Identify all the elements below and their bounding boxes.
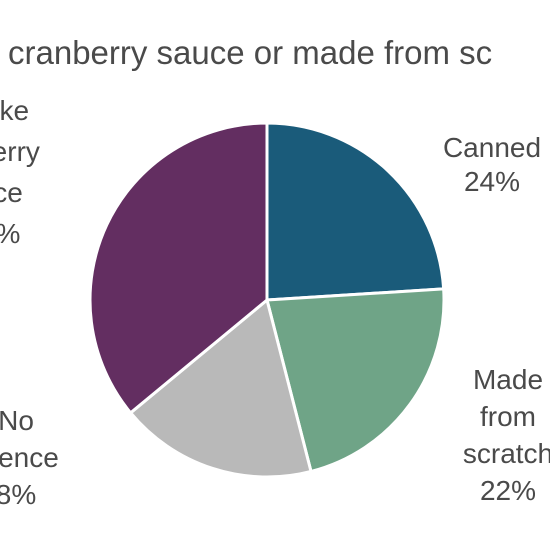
slice-label-line: erence <box>0 442 59 473</box>
slice-label-made-from-scratch: Made from scratch 22% <box>463 364 550 506</box>
slice-label-no-preference: No erence 8% <box>0 405 59 510</box>
slice-label-line: like <box>0 95 29 126</box>
slice-label-line: 8% <box>0 479 36 510</box>
slice-label-line: ce <box>0 177 23 208</box>
pie-slices <box>88 121 446 479</box>
slice-label-line: No <box>0 405 34 436</box>
pie-slice-like-cranberry-sauce <box>88 121 269 415</box>
pie-slice-made-from-scratch <box>265 287 446 473</box>
slice-label-line: Made <box>473 364 543 395</box>
slice-label-line: from <box>480 401 536 432</box>
pie-slice-no-preference <box>129 298 313 479</box>
slice-label-line: % <box>0 218 20 249</box>
slice-label-line: 24% <box>464 166 520 197</box>
chart-title: cranberry sauce or made from sc <box>8 34 492 71</box>
slice-label-line: berry <box>0 136 40 167</box>
slice-label-line: 22% <box>480 475 536 506</box>
slice-label-like-cranberry-sauce: like berry ce% <box>0 95 40 249</box>
slice-label-line: scratch <box>463 438 550 469</box>
slice-label-canned: Canned 24% <box>443 132 541 197</box>
pie-slice-canned <box>265 121 446 302</box>
slice-label-line: Canned <box>443 132 541 163</box>
